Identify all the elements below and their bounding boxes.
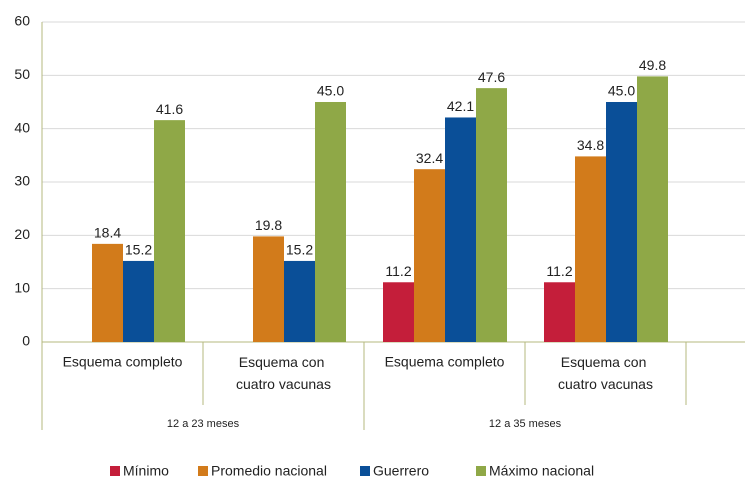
value-label: 19.8 [255, 217, 282, 233]
bar [544, 282, 575, 342]
bar [92, 243, 123, 342]
value-label: 11.2 [385, 263, 411, 279]
value-label: 11.2 [546, 263, 572, 279]
y-tick-label: 30 [14, 173, 30, 189]
bar [315, 102, 346, 342]
x-tick-line: cuatro vacunas [558, 376, 653, 392]
value-label: 41.6 [156, 101, 183, 117]
bar [637, 76, 668, 343]
bar [445, 117, 476, 342]
y-tick-label: 60 [14, 13, 30, 29]
bar [284, 260, 315, 342]
legend-swatch [110, 466, 120, 476]
x-tick-line: Esquema con [561, 354, 651, 370]
legend-swatch [198, 466, 208, 476]
value-label: 32.4 [416, 150, 443, 166]
legend-label: Guerrero [373, 463, 429, 479]
value-label: 18.4 [94, 225, 121, 241]
value-label: 15.2 [125, 242, 152, 258]
legend-swatch [476, 466, 486, 476]
bar [123, 260, 154, 342]
group-label: 12 a 35 meses [489, 418, 562, 430]
legend-label: Mínimo [123, 463, 169, 479]
legend-swatch [360, 466, 370, 476]
legend-label: Promedio nacional [211, 463, 327, 479]
bar [476, 88, 507, 342]
bar [414, 169, 445, 342]
bar [383, 282, 414, 342]
group-label: 12 a 23 meses [167, 418, 240, 430]
legend-label: Máximo nacional [489, 463, 594, 479]
x-tick-line: Esquema con [239, 354, 329, 370]
x-tick-label: Esquema completo [63, 354, 183, 370]
value-label: 34.8 [577, 137, 604, 153]
y-tick-label: 10 [14, 279, 30, 295]
value-label: 49.8 [639, 57, 666, 73]
bar [606, 102, 637, 342]
value-label: 42.1 [447, 98, 474, 114]
y-tick-label: 50 [14, 66, 30, 82]
y-tick-label: 20 [14, 226, 30, 242]
bar [575, 156, 606, 342]
bar [154, 120, 185, 342]
value-label: 15.2 [286, 242, 313, 258]
x-tick-label: Esquema completo [385, 354, 505, 370]
bar [253, 236, 284, 342]
y-tick-label: 0 [22, 333, 30, 349]
value-label: 47.6 [478, 69, 505, 85]
x-tick-label: Esquema con cuatro vacunas [558, 354, 653, 392]
x-tick-line: cuatro vacunas [236, 376, 331, 392]
value-label: 45.0 [608, 83, 635, 99]
value-label: 45.0 [317, 83, 344, 99]
x-tick-label: Esquema con cuatro vacunas [236, 354, 331, 392]
y-tick-label: 40 [14, 119, 30, 135]
